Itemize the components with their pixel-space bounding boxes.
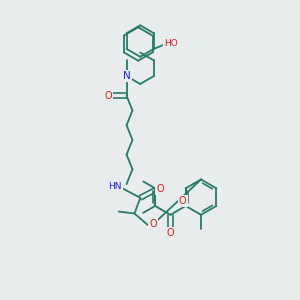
Text: O: O <box>104 91 112 101</box>
Text: N: N <box>123 71 130 81</box>
Text: HN: HN <box>108 182 122 190</box>
Text: O: O <box>167 228 174 239</box>
Text: O: O <box>149 219 157 229</box>
Text: O: O <box>156 184 164 194</box>
Text: HO: HO <box>165 40 178 49</box>
Text: O: O <box>179 196 187 206</box>
